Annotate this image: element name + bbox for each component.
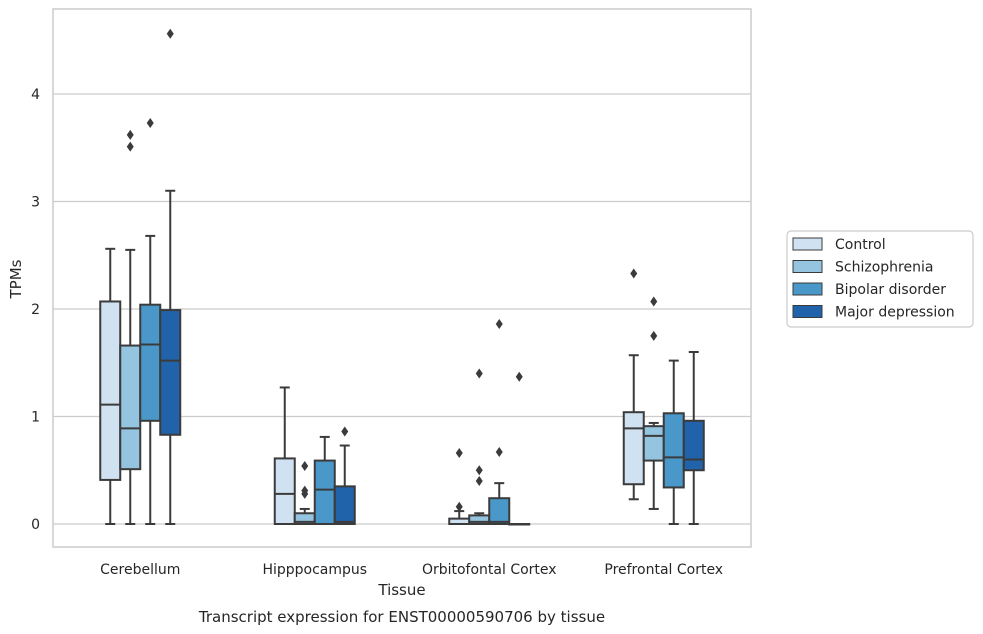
box-group [468,368,491,526]
outlier-point [455,501,463,512]
box-plot-series [99,28,705,526]
box-group [293,460,316,525]
outlier-point [301,485,309,496]
box [139,303,162,422]
box-group [662,359,685,525]
box-group [119,129,142,525]
x-axis-label: Tissue [377,581,425,599]
outlier-point [630,268,638,279]
box [622,411,645,486]
box-group [682,351,705,525]
outlier-point [166,28,174,39]
legend-label: Schizophrenia [835,260,933,276]
series-control [99,247,645,525]
box-group [139,118,162,525]
box-group [508,371,531,526]
series-bipolar-disorder [139,118,685,526]
series-schizophrenia [119,129,665,526]
outlier-point [146,118,154,129]
box [313,459,336,526]
box-group [333,426,356,525]
y-tick-label: 0 [31,517,40,533]
outlier-point [475,368,483,379]
box [159,309,182,436]
box [99,300,122,481]
legend-label: Major depression [835,305,955,321]
series-major-depression [159,28,705,526]
y-tick-label: 2 [31,302,40,318]
box-group [448,448,471,525]
chart-caption: Transcript expression for ENST0000059070… [198,608,605,626]
outlier-point [341,426,349,437]
box-group [273,386,296,525]
legend-swatch [792,260,823,273]
box [682,419,705,472]
outlier-point [475,476,483,486]
box-group [622,268,645,501]
box-group [99,247,122,525]
outlier-point [495,446,503,457]
box [119,344,142,471]
outlier-point [126,129,134,140]
y-tick-label: 4 [31,87,40,103]
y-tick-labels: 0 1 2 3 4 [31,87,40,533]
x-tick-label: Hipppocampus [262,562,367,578]
box-group [488,319,511,526]
legend-swatch [792,282,823,296]
legend-swatch [792,305,823,318]
outlier-point [650,296,658,307]
y-axis-label: TPMs [7,259,25,299]
box [662,412,685,489]
x-tick-label: Prefrontal Cortex [604,562,723,578]
box [488,497,511,526]
outlier-point [301,460,309,471]
box-group [159,28,182,525]
outlier-point [475,465,483,476]
outlier-point [495,319,503,330]
legend: Control Schizophrenia Bipolar disorder Majo… [786,230,974,328]
box [642,425,665,462]
outlier-point [650,330,658,341]
outlier-point [455,448,463,459]
x-tick-label: Cerebellum [100,562,180,578]
legend-label: Control [835,237,886,253]
y-tick-label: 3 [31,195,40,211]
box-group [313,435,336,526]
box [333,485,356,525]
x-tick-label: Orbitofontal Cortex [422,562,557,578]
legend-swatch [792,237,823,251]
outlier-point [515,371,523,382]
plot-frame [52,8,752,548]
box [273,457,296,525]
box-group [642,296,665,510]
legend-label: Bipolar disorder [835,282,946,298]
y-tick-label: 1 [31,410,40,426]
outlier-point [126,141,134,152]
x-tick-labels: Cerebellum Hipppocampus Orbitofontal Corte… [100,562,723,578]
legend-frame [786,230,974,328]
